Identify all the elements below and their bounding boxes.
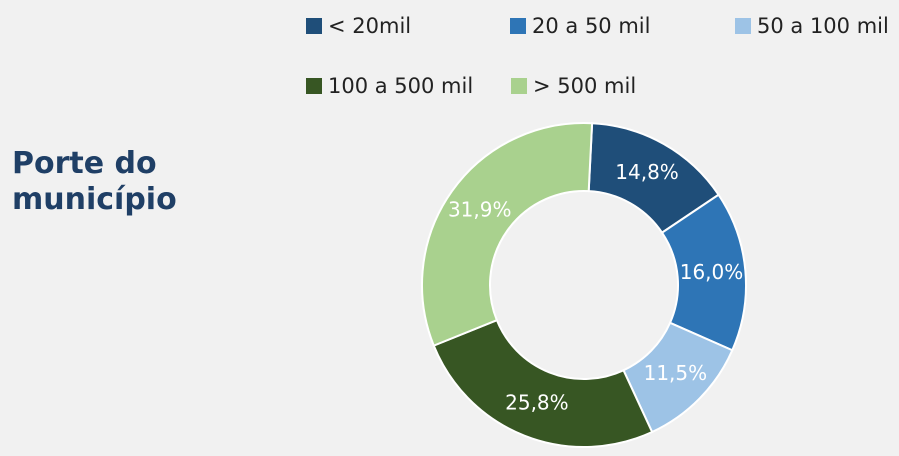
legend-swatch [306, 78, 322, 94]
legend-item-500-mil: > 500 mil [511, 74, 636, 98]
legend-label: 100 a 500 mil [328, 74, 473, 98]
legend-swatch [511, 78, 527, 94]
donut-slice-100-a-500-mil [432, 318, 654, 448]
donut-slice-500-mil [421, 122, 594, 347]
legend: < 20mil 20 a 50 mil 50 a 100 mil 100 a 500 … [306, 14, 889, 98]
legend-swatch [510, 18, 526, 34]
legend-swatch [735, 18, 751, 34]
slice-labels: 14,8% 16,0% 11,5% 25,8% 31,9% [448, 160, 743, 414]
legend-item-100-a-500-mil: 100 a 500 mil [306, 74, 473, 98]
chart-title: Porte do município [12, 146, 177, 217]
slice-value-label: 11,5% [644, 361, 708, 385]
legend-swatch [306, 18, 322, 34]
legend-item-20mil: < 20mil [306, 14, 411, 38]
slice-value-label: 31,9% [448, 197, 512, 221]
legend-label: > 500 mil [533, 74, 636, 98]
slice-value-label: 16,0% [680, 260, 744, 284]
legend-label: 50 a 100 mil [757, 14, 889, 38]
legend-item-50-a-100-mil: 50 a 100 mil [735, 14, 889, 38]
donut-slices [421, 122, 747, 448]
legend-item-20-a-50-mil: 20 a 50 mil [510, 14, 650, 38]
legend-label: < 20mil [328, 14, 411, 38]
slice-value-label: 14,8% [615, 160, 679, 184]
legend-label: 20 a 50 mil [532, 14, 650, 38]
slice-value-label: 25,8% [505, 391, 569, 415]
